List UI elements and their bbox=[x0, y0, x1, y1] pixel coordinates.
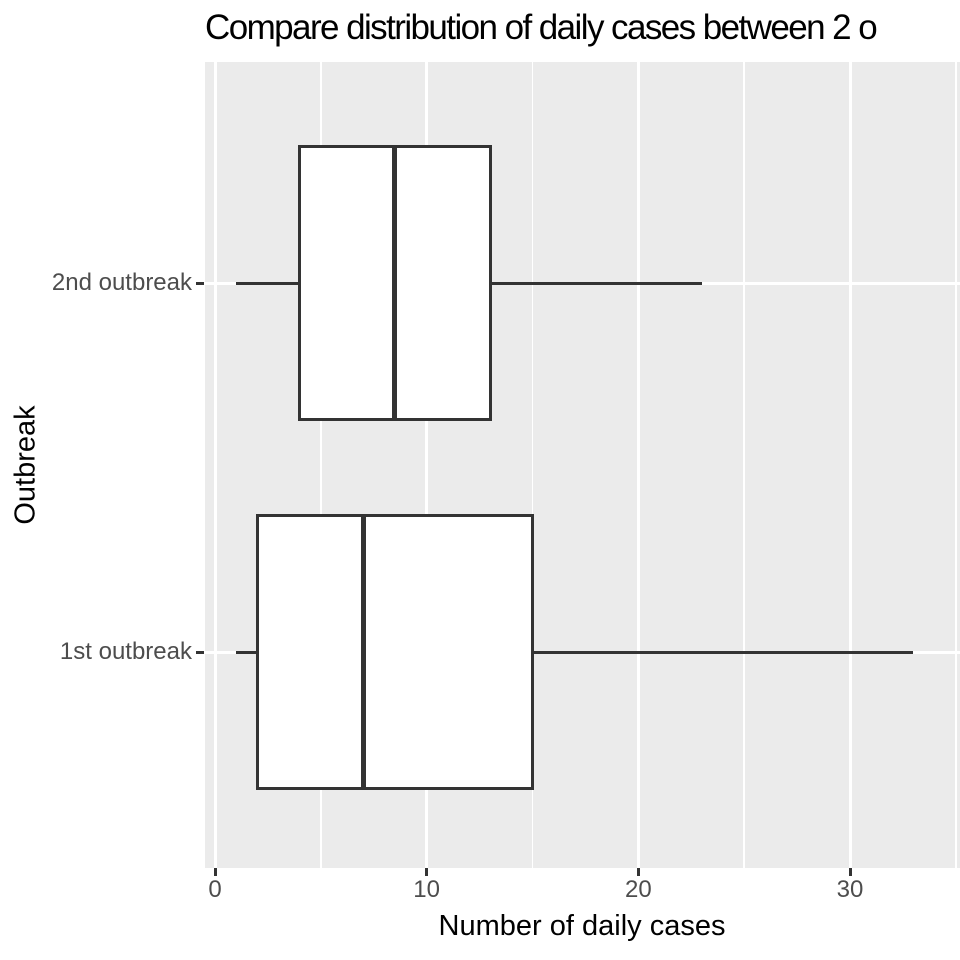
x-tick-label: 10 bbox=[413, 876, 440, 903]
gridline-x-minor bbox=[531, 62, 534, 868]
x-axis-title: Number of daily cases bbox=[438, 910, 726, 942]
whisker-line bbox=[236, 650, 914, 654]
x-tick-mark bbox=[848, 868, 852, 876]
median-line bbox=[360, 514, 366, 790]
box-1st-outbreak bbox=[255, 514, 534, 790]
x-tick-mark bbox=[213, 868, 217, 876]
x-tick-mark bbox=[636, 868, 640, 876]
x-tick-label: 30 bbox=[836, 876, 864, 903]
x-tick-label: 0 bbox=[208, 876, 222, 903]
plot-title: Compare distribution of daily cases betw… bbox=[205, 8, 878, 47]
y-tick-mark bbox=[196, 281, 204, 285]
gridline-x-major bbox=[425, 62, 429, 868]
x-tick-label: 20 bbox=[624, 876, 652, 903]
x-tick-mark bbox=[425, 868, 429, 876]
gridline-x-minor bbox=[320, 62, 322, 868]
gridline-x-minor bbox=[955, 62, 957, 868]
y-axis-title: Outbreak bbox=[9, 405, 42, 525]
gridline-x-major bbox=[636, 62, 640, 868]
y-tick-label: 2nd outbreak bbox=[51, 269, 192, 296]
y-tick-mark bbox=[196, 650, 204, 654]
plot-panel bbox=[205, 62, 960, 868]
gridline-x-major bbox=[213, 62, 217, 868]
gridline-x-major bbox=[848, 62, 852, 868]
y-tick-label: 1st outbreak bbox=[59, 638, 192, 665]
median-line bbox=[392, 145, 398, 421]
gridline-x-minor bbox=[743, 62, 745, 868]
